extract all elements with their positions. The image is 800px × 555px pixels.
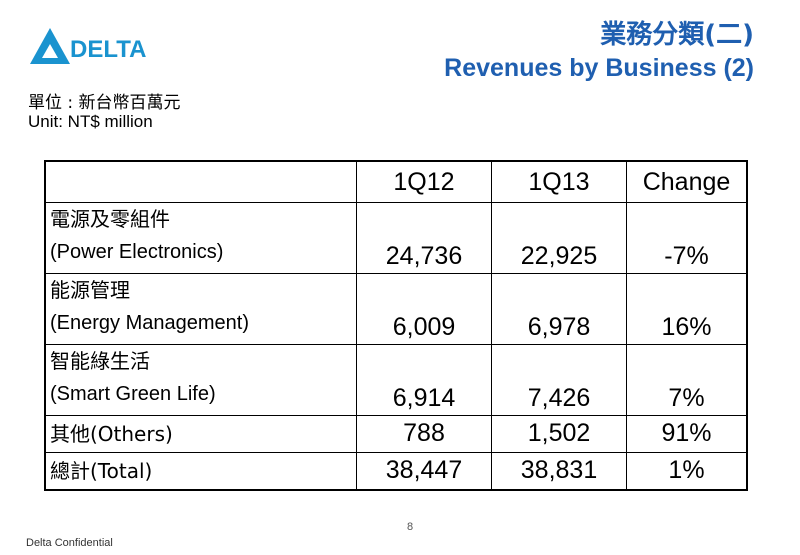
header-1q13: 1Q13	[491, 160, 627, 203]
row-label-zh: 電源及零組件	[50, 207, 170, 231]
cell-1q13: 6,978	[491, 273, 627, 345]
table-row: 其他(Others) 788 1,502 91%	[44, 415, 748, 453]
row-label-en: (Energy Management)	[50, 312, 249, 334]
row-label-zh: 能源管理	[50, 278, 130, 302]
page-title-en: Revenues by Business (2)	[444, 54, 754, 82]
cell-change: 7%	[626, 344, 748, 416]
row-label: 智能綠生活 (Smart Green Life)	[44, 344, 357, 416]
cell-change: 1%	[626, 452, 748, 491]
page-number: 8	[407, 521, 414, 533]
header-change: Change	[626, 160, 748, 203]
row-label: 電源及零組件 (Power Electronics)	[44, 202, 357, 274]
cell-1q12: 6,009	[356, 273, 492, 345]
footer-confidential: Delta Confidential	[26, 537, 113, 549]
logo-text: DELTA	[70, 36, 146, 63]
cell-change: 91%	[626, 415, 748, 453]
delta-logo: DELTA	[28, 24, 158, 68]
row-label: 其他(Others)	[44, 415, 357, 453]
cell-1q13: 7,426	[491, 344, 627, 416]
row-label: 總計(Total)	[44, 452, 357, 491]
row-label-en: (Smart Green Life)	[50, 383, 216, 405]
page-title-zh: 業務分類(二)	[600, 20, 754, 50]
row-label-zh: 智能綠生活	[50, 349, 150, 373]
cell-1q13: 1,502	[491, 415, 627, 453]
table-row: 智能綠生活 (Smart Green Life) 6,914 7,426 7%	[44, 344, 748, 416]
table-row-total: 總計(Total) 38,447 38,831 1%	[44, 452, 748, 491]
row-label-others: 其他(Others)	[50, 422, 173, 446]
table-row: 能源管理 (Energy Management) 6,009 6,978 16%	[44, 273, 748, 345]
table-header-row: 1Q12 1Q13 Change	[44, 160, 748, 203]
cell-1q12: 6,914	[356, 344, 492, 416]
cell-1q13: 22,925	[491, 202, 627, 274]
revenue-table: 1Q12 1Q13 Change 電源及零組件 (Power Electroni…	[44, 160, 748, 491]
cell-1q12: 788	[356, 415, 492, 453]
row-label: 能源管理 (Energy Management)	[44, 273, 357, 345]
header-empty-cell	[44, 160, 357, 203]
cell-change: 16%	[626, 273, 748, 345]
row-label-en: (Power Electronics)	[50, 241, 224, 263]
cell-1q13: 38,831	[491, 452, 627, 491]
row-label-total: 總計(Total)	[50, 459, 153, 483]
cell-1q12: 38,447	[356, 452, 492, 491]
cell-change: -7%	[626, 202, 748, 274]
cell-1q12: 24,736	[356, 202, 492, 274]
table-row: 電源及零組件 (Power Electronics) 24,736 22,925…	[44, 202, 748, 274]
unit-label-en: Unit: NT$ million	[28, 112, 153, 131]
unit-label-zh: 單位 : 新台幣百萬元	[28, 93, 181, 113]
header-1q12: 1Q12	[356, 160, 492, 203]
